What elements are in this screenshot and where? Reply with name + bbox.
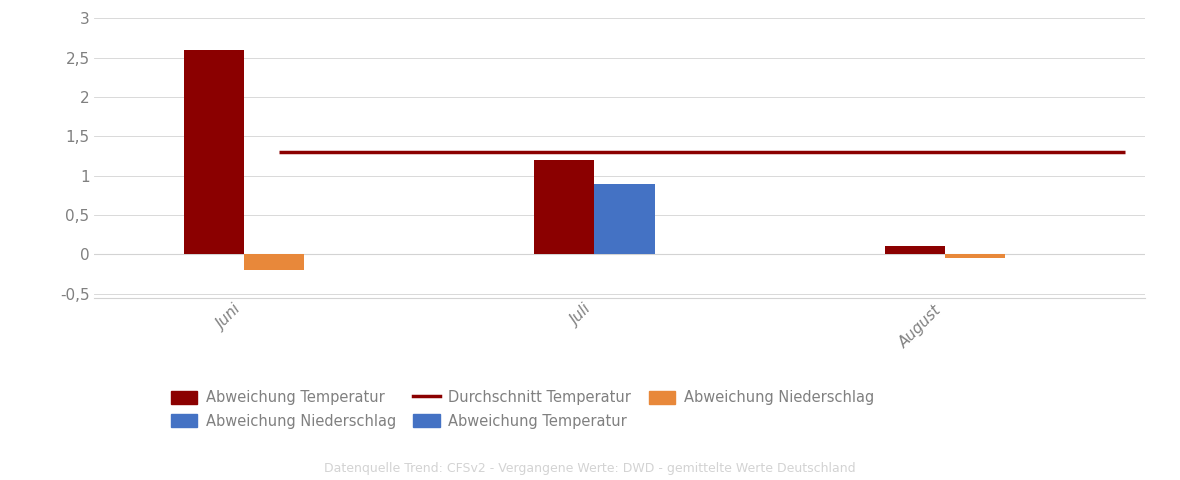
- Bar: [244, 254, 304, 270]
- Bar: [944, 254, 1004, 258]
- Legend: Abweichung Temperatur, Abweichung Niederschlag, Durchschnitt Temperatur, Abweich: Abweichung Temperatur, Abweichung Nieder…: [165, 384, 880, 434]
- Bar: [535, 160, 595, 254]
- Bar: [595, 183, 655, 254]
- Text: Datenquelle Trend: CFSv2 - Vergangene Werte: DWD - gemittelte Werte Deutschland: Datenquelle Trend: CFSv2 - Vergangene We…: [324, 462, 856, 475]
- Bar: [885, 246, 944, 254]
- Bar: [184, 50, 244, 254]
